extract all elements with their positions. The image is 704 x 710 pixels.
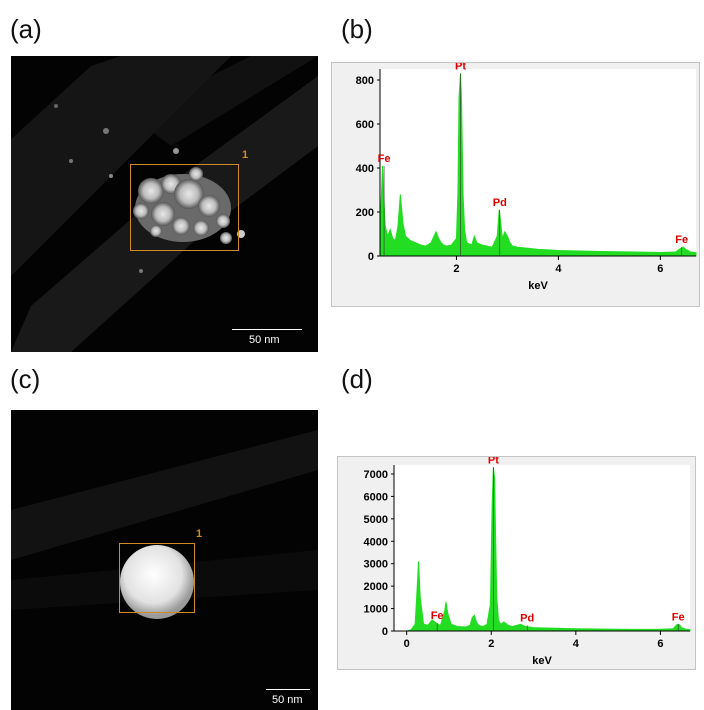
chart-d-x-axis-title: keV [532, 655, 552, 667]
roi-box-a [130, 164, 239, 251]
chart-b-peak-label-pd: Pd [493, 197, 507, 209]
chart-d-peak-label-pt: Pt [488, 457, 499, 466]
spectrum-frame-d: 0 1000 2000 3000 4000 5000 6000 7000 0 2 4 6 keV Fe Pt… [337, 456, 696, 670]
scale-text-a: 50 nm [249, 334, 280, 346]
chart-d-peak-label-pd: Pd [520, 612, 534, 624]
panel-label-d: (d) [341, 364, 373, 394]
chart-d-y-tick-label: 5000 [364, 514, 388, 526]
chart-d-y-tick-label: 4000 [364, 536, 388, 548]
scale-bar-c [266, 689, 310, 690]
chart-b-x-tick-label: 6 [657, 263, 663, 275]
chart-d-y-tick-label: 6000 [364, 491, 388, 503]
chart-b-spectrum-series-0 [379, 73, 697, 257]
micrograph-c-image [11, 430, 318, 619]
chart-d-peak-label-fe: Fe [431, 610, 444, 622]
spectrum-chart-b: 0 200 400 600 800 2 4 6 keV Fe Pt Pd Fe [356, 63, 697, 292]
chart-b-x-tick-label: 4 [555, 263, 562, 275]
panel-label-a: (a) [10, 14, 42, 44]
chart-b-y-tick-label: 200 [356, 207, 374, 219]
roi-number-a: 1 [242, 149, 249, 161]
roi-number-c: 1 [196, 528, 203, 540]
spectrum-frame-b: 0 200 400 600 800 2 4 6 keV Fe Pt Pd Fe [331, 62, 700, 307]
chart-b-plot-area [380, 69, 696, 256]
chart-d-y-tick-label: 3000 [364, 559, 388, 571]
panel-label-c: (c) [10, 364, 41, 394]
chart-d-peak-label-fe: Fe [672, 611, 685, 623]
chart-b-peak-label-fe: Fe [675, 234, 688, 246]
chart-b-peak-label-pt: Pt [455, 63, 466, 72]
chart-b-y-tick-label: 800 [356, 75, 374, 87]
micrograph-c: 1 50 nm [11, 410, 318, 710]
chart-d-x-tick-label: 2 [488, 638, 494, 650]
chart-b-x-axis-title: keV [528, 280, 548, 292]
roi-box-c [119, 543, 195, 613]
scale-bar-a [232, 329, 302, 330]
chart-b-y-tick-label: 0 [368, 251, 374, 263]
chart-d-spectrum-series-0 [394, 467, 691, 632]
chart-d-x-tick-label: 4 [573, 638, 580, 650]
panel-label-b: (b) [341, 14, 373, 44]
chart-b-y-tick-label: 400 [356, 163, 374, 175]
chart-d-y-tick-label: 2000 [364, 581, 388, 593]
micrograph-a: 1 50 nm [11, 56, 318, 352]
chart-d-y-tick-label: 0 [382, 626, 388, 638]
chart-b-y-tick-label: 600 [356, 119, 374, 131]
scale-text-c: 50 nm [272, 694, 303, 706]
chart-d-y-tick-label: 1000 [364, 604, 388, 616]
chart-d-x-tick-label: 0 [404, 638, 410, 650]
micrograph-a-image [11, 56, 318, 352]
spectrum-chart-d: 0 1000 2000 3000 4000 5000 6000 7000 0 2 4 6 keV Fe Pt… [364, 457, 691, 667]
chart-d-plot-area [394, 465, 690, 631]
chart-b-peak-label-fe: Fe [378, 153, 391, 165]
chart-b-x-tick-label: 2 [453, 263, 459, 275]
chart-d-x-tick-label: 6 [657, 638, 663, 650]
chart-d-y-tick-label: 7000 [364, 469, 388, 481]
